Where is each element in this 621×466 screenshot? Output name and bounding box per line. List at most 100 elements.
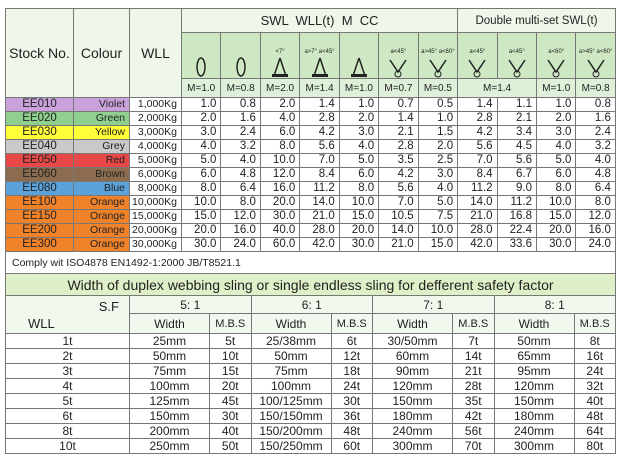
colour: Grey xyxy=(73,139,130,154)
colour: Orange xyxy=(73,209,130,224)
mbs: 5t xyxy=(209,333,252,349)
width-row: 1t 25mm 5t 25/38mm 6t 30/50mm 7t 50mm 8t xyxy=(5,333,616,349)
swl-value: 30.0 xyxy=(536,237,577,252)
stock-no: EE030 xyxy=(5,125,74,140)
swl-value: 3.2 xyxy=(220,139,261,154)
icon-cell: <7° xyxy=(259,32,301,79)
colour: Brown xyxy=(73,167,130,182)
sling-icon xyxy=(311,57,328,77)
mbs: 28t xyxy=(452,378,495,394)
swl-value: 4.5 xyxy=(496,139,538,154)
swl-value: 8.4 xyxy=(457,167,498,182)
swl-value: 6.4 xyxy=(220,181,261,196)
width: 100mm xyxy=(250,378,332,394)
swl-value: 2.8 xyxy=(457,111,498,126)
angle-label: a<45° xyxy=(390,49,407,55)
swl-value: 15.0 xyxy=(536,209,577,224)
data-row: EE050 Red 5,000Kg 5.0 4.0 10.0 7.0 5.0 3.5 2.5 7.0… xyxy=(5,153,616,168)
data-row: EE300 Orange 30,000Kg 30.0 24.0 60.0 42.0 30.0 2… xyxy=(5,237,616,252)
wll-header: WLL xyxy=(129,8,182,98)
swl-value: 33.6 xyxy=(496,237,538,252)
swl-value: 0.8 xyxy=(575,97,616,112)
wll: 3,000Kg xyxy=(129,125,182,140)
mbs: 20t xyxy=(209,378,252,394)
swl-value: 40.0 xyxy=(259,223,301,238)
width-row: 4t 100mm 20t 100mm 24t 120mm 28t 120mm 32t xyxy=(5,378,616,394)
swl-value: 8.0 xyxy=(575,195,616,210)
mbs: 24t xyxy=(573,363,616,379)
wll: 8,000Kg xyxy=(129,181,182,196)
swl-value: 12.0 xyxy=(259,167,301,182)
swl-value: 12.0 xyxy=(575,209,616,224)
swl-value: 4.0 xyxy=(575,153,616,168)
swl-value: 3.0 xyxy=(536,125,577,140)
wll: 4,000Kg xyxy=(129,139,182,154)
icon-part xyxy=(468,59,486,74)
swl-value: 5.0 xyxy=(417,195,459,210)
width: 120mm xyxy=(372,378,453,394)
data-row: EE010 Violet 1,000Kg 1.0 0.8 2.0 1.4 1.0 0.7 0.5 1… xyxy=(5,97,616,112)
swl-value: 3.0 xyxy=(417,167,459,182)
swl-value: 2.1 xyxy=(378,125,419,140)
width-row: 3t 75mm 15t 75mm 18t 90mm 21t 95mm 24t xyxy=(5,363,616,379)
wll: 6,000Kg xyxy=(129,167,182,182)
width-title: Width of duplex webbing sling or single … xyxy=(5,273,616,296)
mbs: 32t xyxy=(573,378,616,394)
swl-value: 4.0 xyxy=(220,153,261,168)
mbs: 6t xyxy=(330,333,373,349)
stock-no: EE080 xyxy=(5,181,74,196)
colour: Yellow xyxy=(73,125,130,140)
icon-part xyxy=(196,57,206,77)
width: 25mm xyxy=(129,333,210,349)
width-header: Width xyxy=(493,313,575,334)
icon-part xyxy=(352,57,366,77)
swl-value: 10.0 xyxy=(338,195,380,210)
swl-value: 11.2 xyxy=(299,181,340,196)
angle-label: <7° xyxy=(275,49,285,55)
swl-value: 7.0 xyxy=(457,153,498,168)
factor: M=1.4 xyxy=(457,78,538,98)
width-header: Width xyxy=(129,313,210,334)
swl-value: 4.2 xyxy=(299,125,340,140)
width: 300mm xyxy=(493,438,575,454)
icon-part xyxy=(311,74,328,77)
icon-cell: a<60° xyxy=(536,32,577,79)
swl-value: 0.8 xyxy=(220,97,261,112)
swl-value: 14.0 xyxy=(378,223,419,238)
swl-value: 20.0 xyxy=(259,195,301,210)
swl-value: 1.4 xyxy=(299,97,340,112)
icon-part xyxy=(350,74,367,77)
swl-value: 30.0 xyxy=(180,237,222,252)
data-row: EE030 Yellow 3,000Kg 3.0 2.4 6.0 4.2 3.0 2.1 1.5 4… xyxy=(5,125,616,140)
swl-value: 8.0 xyxy=(536,181,577,196)
swl-value: 1.0 xyxy=(417,111,459,126)
width: 125mm xyxy=(129,393,210,409)
swl-value: 42.0 xyxy=(457,237,498,252)
swl-value: 10.0 xyxy=(259,153,301,168)
width: 100mm xyxy=(129,378,210,394)
width-row: 10t 250mm 50t 150/250mm 60t 300mm 70t 300mm 80t xyxy=(5,438,616,454)
swl-value: 11.2 xyxy=(496,195,538,210)
wll: 20,000Kg xyxy=(129,223,182,238)
wll: 4t xyxy=(5,378,130,394)
swl-value: 1.4 xyxy=(457,97,498,112)
swl-value: 4.2 xyxy=(378,167,419,182)
safety-factor: 8: 1 xyxy=(493,295,616,314)
wll-label: WLL xyxy=(28,316,55,331)
swl-value: 2.0 xyxy=(180,111,222,126)
swl-value: 2.5 xyxy=(417,153,459,168)
swl-value: 0.5 xyxy=(417,97,459,112)
icon-cell: a<45° xyxy=(496,32,538,79)
swl-value: 1.0 xyxy=(180,97,222,112)
swl-value: 4.0 xyxy=(536,139,577,154)
swl-value: 6.0 xyxy=(180,167,222,182)
header-row: Stock No. Colour WLL SWL WLL(t) M CC Double … xyxy=(5,8,616,98)
mbs: 56t xyxy=(452,423,495,439)
factor: M=1.0 xyxy=(180,78,222,98)
colour: Orange xyxy=(73,223,130,238)
width-row: 5t 125mm 45t 100/125mm 30t 150mm 35t 150mm 40t xyxy=(5,393,616,409)
wll: 5t xyxy=(5,393,130,409)
swl-value: 16.0 xyxy=(259,181,301,196)
swl-value: 15.0 xyxy=(417,237,459,252)
width: 180mm xyxy=(493,408,575,424)
